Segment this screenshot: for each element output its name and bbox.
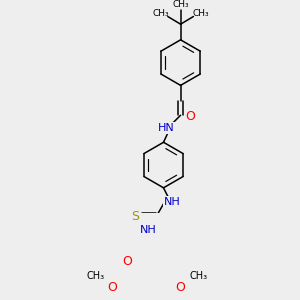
Text: O: O <box>185 110 195 123</box>
Text: CH₃: CH₃ <box>192 9 209 18</box>
Text: O: O <box>176 281 185 294</box>
Text: HN: HN <box>158 123 175 133</box>
Text: NH: NH <box>164 197 180 207</box>
Text: S: S <box>131 210 139 223</box>
Text: O: O <box>122 255 132 268</box>
Text: CH₃: CH₃ <box>86 271 104 281</box>
Text: CH₃: CH₃ <box>172 0 189 9</box>
Text: CH₃: CH₃ <box>190 271 208 281</box>
Text: CH₃: CH₃ <box>152 9 169 18</box>
Text: O: O <box>108 281 117 294</box>
Text: NH: NH <box>140 226 156 236</box>
